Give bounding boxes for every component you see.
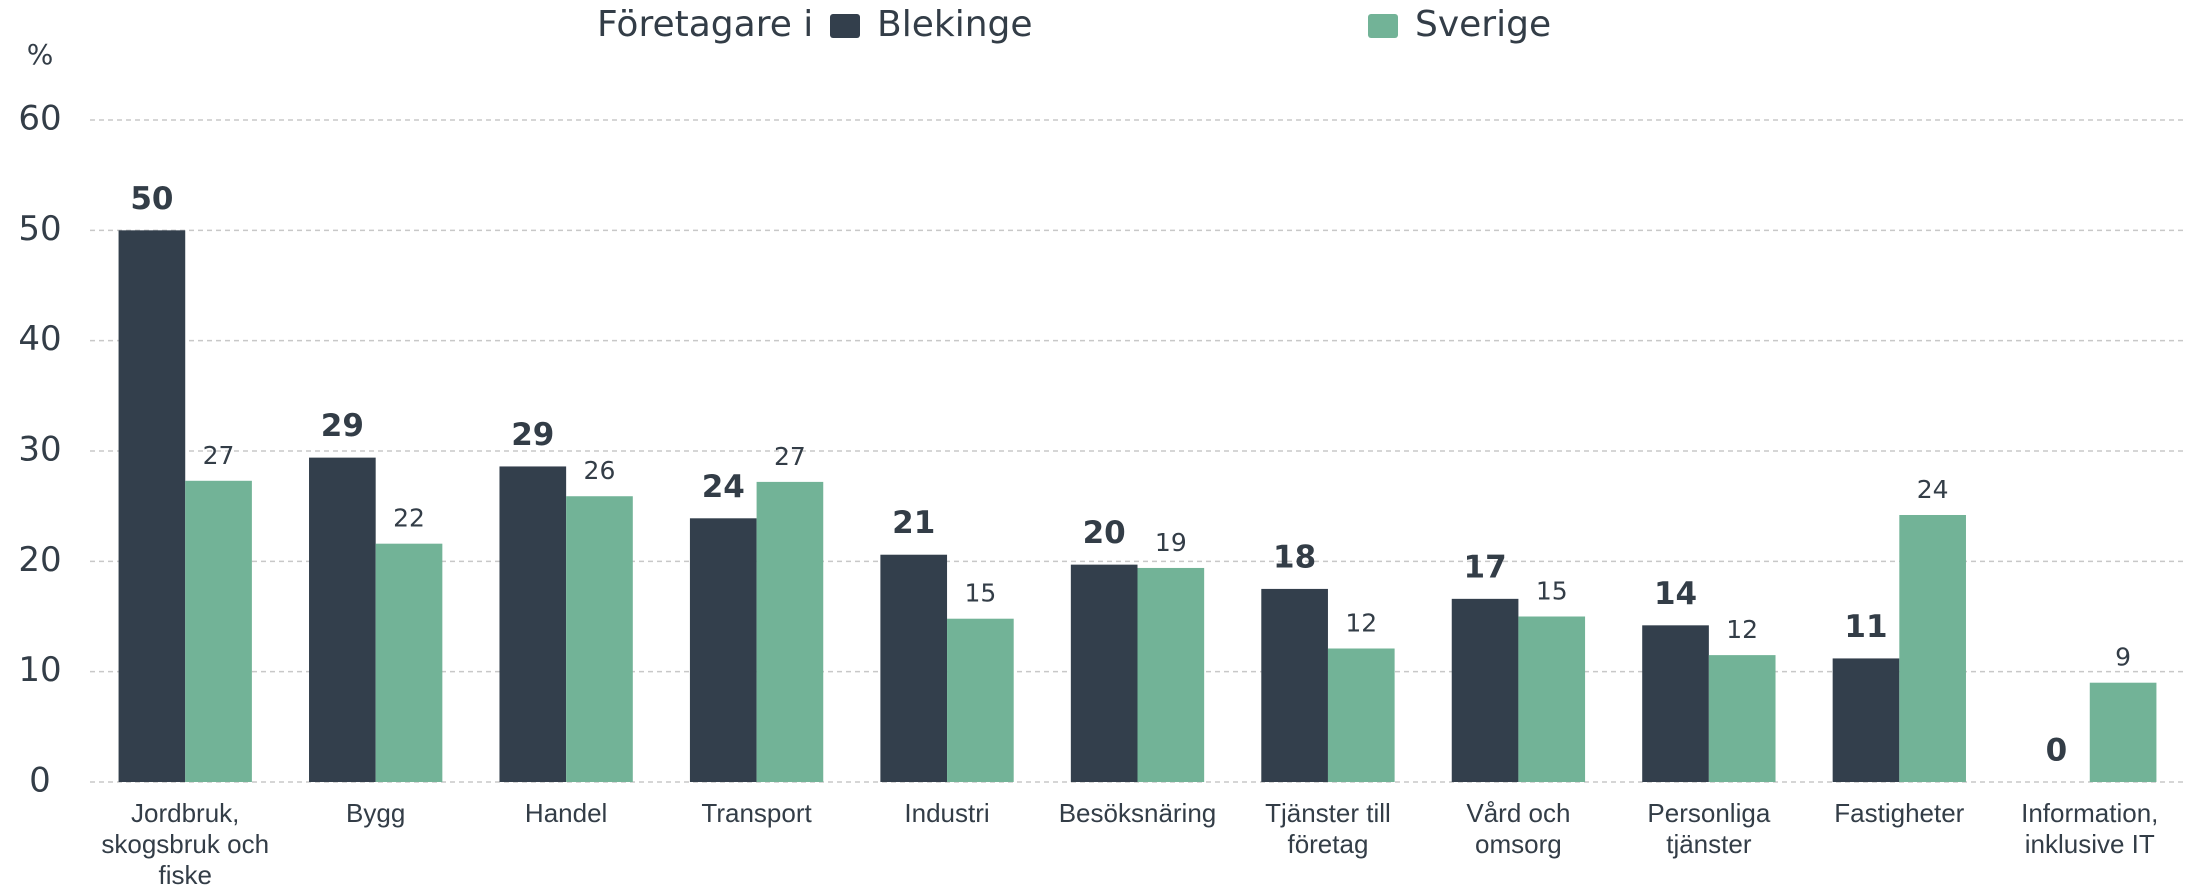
value-label: 15 (964, 579, 996, 608)
y-tick-label: 20 (18, 540, 61, 580)
value-label: 21 (892, 505, 935, 541)
y-tick-label: 0 (29, 761, 51, 801)
bar (1832, 658, 1900, 782)
y-tick-label: 40 (18, 319, 61, 359)
bar (880, 554, 948, 782)
bar (375, 543, 443, 782)
bar (756, 481, 824, 782)
x-tick-label: Fastigheter (1834, 798, 1965, 828)
x-tick-label: Bygg (346, 798, 406, 828)
bar (2089, 682, 2157, 782)
x-tick-label: Transport (701, 798, 812, 828)
bar (185, 480, 252, 782)
value-label: 22 (393, 504, 425, 533)
bar (1708, 655, 1776, 782)
bar (499, 466, 567, 782)
x-tick-label: Tjänster till företag (1265, 798, 1391, 859)
value-label: 50 (130, 181, 173, 217)
bar (118, 230, 186, 783)
bar (309, 457, 376, 782)
value-label: 17 (1464, 549, 1507, 585)
value-label: 29 (511, 417, 554, 453)
legend-swatch (1368, 14, 1398, 38)
legend-title: Företagare i (597, 4, 813, 45)
value-label: 0 (2046, 733, 2068, 769)
value-label: 12 (1726, 615, 1758, 644)
value-label: 24 (1917, 475, 1949, 504)
value-label: 15 (1536, 577, 1568, 606)
x-tick-label: Jordbruk, skogsbruk och fiske (101, 798, 270, 890)
value-label: 27 (203, 441, 235, 470)
y-tick-label: 60 (18, 99, 61, 139)
y-tick-label: 30 (18, 430, 61, 470)
value-label: 20 (1083, 515, 1126, 551)
bar (1261, 588, 1328, 782)
bar (566, 496, 633, 782)
x-tick-label: Besöksnäring (1058, 798, 1217, 828)
value-label: 19 (1155, 528, 1187, 557)
bar (1137, 567, 1205, 782)
value-label: 11 (1844, 609, 1887, 645)
x-tick-label: Handel (524, 798, 608, 828)
y-tick-label: 10 (18, 650, 61, 690)
x-tick-label: Information, inklusive IT (2021, 798, 2159, 859)
bar (1899, 514, 1966, 782)
value-label: 26 (584, 456, 616, 485)
bar (1327, 648, 1395, 782)
value-label: 29 (321, 408, 364, 444)
bar (1518, 616, 1586, 782)
legend-swatch (830, 14, 860, 38)
bar (1070, 564, 1138, 782)
value-label: 14 (1654, 576, 1697, 612)
bar (1451, 598, 1519, 782)
bar (1642, 625, 1709, 782)
legend-label: Blekinge (877, 4, 1033, 45)
value-label: 9 (2115, 643, 2131, 672)
x-tick-label: Personliga tjänster (1647, 798, 1771, 859)
legend-label: Sverige (1415, 4, 1551, 45)
x-tick-label: Industri (904, 798, 990, 828)
bar (689, 518, 757, 782)
y-axis-label: % (27, 38, 54, 71)
value-label: 24 (702, 469, 745, 505)
y-tick-label: 50 (18, 209, 61, 249)
value-label: 27 (774, 442, 806, 471)
x-tick-label: Vård och omsorg (1466, 798, 1571, 859)
value-label: 12 (1345, 608, 1377, 637)
bar (947, 618, 1014, 782)
value-label: 18 (1273, 539, 1316, 575)
